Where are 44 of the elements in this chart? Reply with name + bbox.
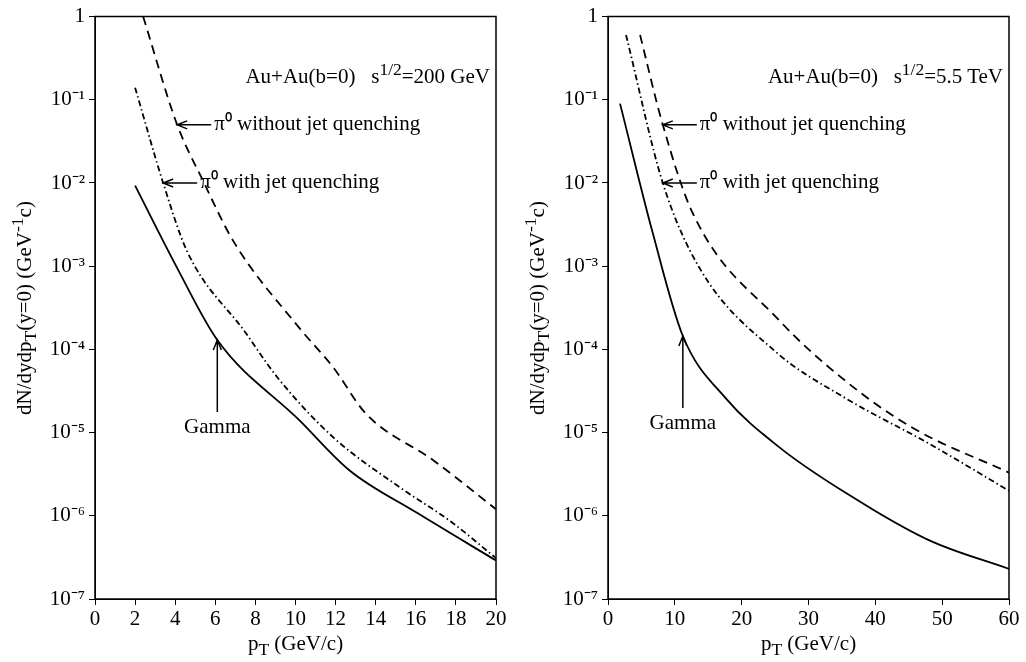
x-tick-label: 10	[664, 606, 686, 631]
y-tick-label: 10⁻¹	[50, 86, 85, 111]
y-tick-label: 10⁻⁶	[49, 502, 85, 527]
y-tick-label: 10⁻⁷	[562, 585, 598, 610]
y-tick-label: 10⁻⁷	[49, 585, 85, 610]
text: Au+Au(b=0) s$^{1/2}$=200 GeV	[245, 58, 490, 88]
x-tick-label: 6	[210, 606, 221, 631]
y-tick-label: 10⁻²	[563, 169, 598, 194]
y-tick-label: 10⁻⁶	[562, 502, 598, 527]
x-tick-label: 0	[89, 606, 101, 631]
x-tick-label: 8	[250, 606, 261, 631]
y-tick-label: 10⁻³	[50, 252, 85, 277]
y-tick-label: 10⁻²	[50, 169, 85, 194]
x-tick-label: 12	[325, 606, 347, 631]
x-tick-label: 2	[129, 606, 141, 631]
y-tick-label: 1	[74, 3, 85, 28]
annotation: Gamma	[184, 413, 251, 438]
x-tick-label: 60	[998, 606, 1020, 631]
x-axis-title: p$_{T}$ (GeV/c)	[760, 631, 857, 660]
annotation: π⁰ without jet quenching	[214, 110, 421, 135]
annotation: π⁰ with jet quenching	[699, 169, 879, 193]
x-tick-label: 18	[445, 606, 467, 631]
y-tick-label: 1	[587, 3, 598, 28]
x-tick-label: 0	[602, 606, 614, 631]
y-tick-label: 10⁻³	[563, 252, 598, 277]
x-tick-label: 20	[731, 606, 753, 631]
x-tick-label: 50	[931, 606, 953, 631]
x-tick-label: 40	[864, 606, 886, 631]
x-tick-label: 16	[405, 606, 427, 631]
x-axis-title: p$_{T}$ (GeV/c)	[247, 631, 344, 660]
y-tick-label: 10⁻¹	[563, 86, 598, 111]
annotation: π⁰ with jet quenching	[200, 169, 380, 193]
x-tick-label: 14	[365, 606, 387, 631]
x-tick-label: 10	[285, 606, 306, 631]
annotation: π⁰ without jet quenching	[699, 110, 906, 135]
y-tick-label: 10⁻⁴	[49, 335, 85, 360]
x-tick-label: 4	[169, 606, 181, 631]
text: Au+Au(b=0) s$^{1/2}$=5.5 TeV	[767, 58, 1003, 88]
y-tick-label: 10⁻⁵	[562, 419, 598, 444]
y-tick-label: 10⁻⁵	[49, 419, 85, 444]
y-tick-label: 10⁻⁴	[562, 335, 598, 360]
x-tick-label: 20	[485, 606, 507, 631]
x-tick-label: 30	[798, 606, 819, 631]
annotation: Gamma	[649, 409, 717, 434]
